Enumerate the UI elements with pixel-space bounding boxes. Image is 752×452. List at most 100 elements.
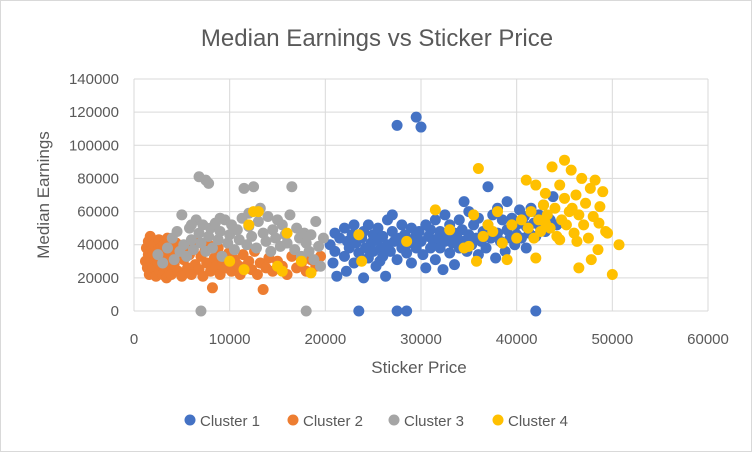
data-point	[401, 305, 413, 317]
data-point	[580, 197, 592, 209]
data-point	[168, 254, 180, 266]
data-points	[139, 111, 625, 317]
data-point	[252, 206, 264, 218]
y-tick-label: 20000	[77, 270, 119, 287]
data-point	[250, 242, 262, 254]
data-point	[338, 250, 350, 262]
data-point	[295, 255, 307, 267]
data-point	[300, 305, 312, 317]
data-point	[413, 225, 425, 237]
legend-marker	[492, 414, 504, 426]
data-point	[528, 232, 540, 244]
data-point	[554, 234, 566, 246]
y-tick-label: 0	[111, 303, 119, 320]
data-point	[501, 254, 513, 266]
x-axis-ticks: 0 10000 20000 30000 40000 50000 60000	[130, 331, 729, 348]
data-point	[206, 282, 218, 294]
data-point	[380, 270, 392, 282]
data-point	[477, 230, 489, 242]
data-point	[522, 222, 534, 234]
data-point	[570, 189, 582, 201]
data-point	[362, 219, 374, 231]
data-point	[391, 305, 403, 317]
data-point	[187, 244, 199, 256]
data-point	[384, 245, 396, 257]
data-point	[308, 254, 320, 266]
data-point	[241, 239, 253, 251]
data-point	[597, 186, 609, 198]
data-point	[573, 262, 585, 274]
data-point	[195, 305, 207, 317]
data-point	[592, 244, 604, 256]
data-point	[181, 250, 193, 262]
data-point	[224, 255, 236, 267]
data-point	[317, 232, 329, 244]
chart-title: Median Earnings vs Sticker Price	[201, 25, 553, 52]
data-point	[310, 216, 322, 228]
data-point	[463, 240, 475, 252]
data-point	[329, 245, 341, 257]
data-point	[331, 270, 343, 282]
data-point	[401, 235, 413, 247]
x-axis-title: Sticker Price	[371, 358, 466, 377]
data-point	[546, 161, 558, 173]
data-point	[248, 181, 260, 193]
data-point	[530, 179, 542, 191]
data-point	[265, 245, 277, 257]
data-point	[448, 259, 460, 271]
data-point	[511, 232, 523, 244]
data-point	[568, 227, 580, 239]
data-point	[391, 254, 403, 266]
data-point	[537, 199, 549, 211]
data-point	[589, 174, 601, 186]
data-point	[559, 154, 570, 166]
data-point	[582, 232, 594, 244]
data-point	[565, 164, 577, 176]
data-point	[490, 252, 502, 264]
data-point	[195, 237, 207, 249]
data-point	[578, 219, 590, 231]
data-point	[238, 264, 250, 276]
data-point	[554, 179, 566, 191]
y-tick-label: 40000	[77, 237, 119, 254]
x-tick-label: 10000	[209, 331, 251, 348]
data-point	[267, 224, 279, 236]
data-point	[386, 209, 398, 221]
data-point	[276, 265, 288, 277]
y-axis-ticks: 0 20000 40000 60000 80000 100000 120000 140000	[69, 71, 119, 320]
data-point	[144, 230, 156, 242]
data-point	[356, 255, 368, 267]
data-point	[228, 244, 240, 256]
x-tick-label: 40000	[496, 331, 538, 348]
data-point	[327, 257, 339, 269]
data-point	[541, 209, 553, 221]
data-point	[458, 196, 470, 208]
data-point	[535, 225, 547, 237]
data-point	[212, 234, 224, 246]
data-point	[281, 237, 293, 249]
data-point	[401, 247, 413, 259]
data-point	[429, 204, 441, 216]
data-point	[353, 229, 365, 241]
data-point	[539, 187, 551, 199]
y-axis-title: Median Earnings	[34, 131, 53, 259]
data-point	[602, 227, 614, 239]
data-point	[252, 216, 264, 228]
data-point	[353, 305, 365, 317]
data-point	[231, 224, 243, 236]
data-point	[444, 247, 456, 259]
data-point	[193, 227, 205, 239]
data-point	[176, 270, 188, 282]
data-point	[425, 224, 437, 236]
data-point	[576, 172, 588, 184]
data-point	[487, 225, 499, 237]
data-point	[444, 224, 456, 236]
y-tick-label: 140000	[69, 71, 119, 88]
data-point	[501, 196, 513, 208]
data-point	[251, 269, 263, 281]
data-point	[530, 305, 542, 317]
data-point	[386, 225, 398, 237]
data-point	[185, 219, 197, 231]
